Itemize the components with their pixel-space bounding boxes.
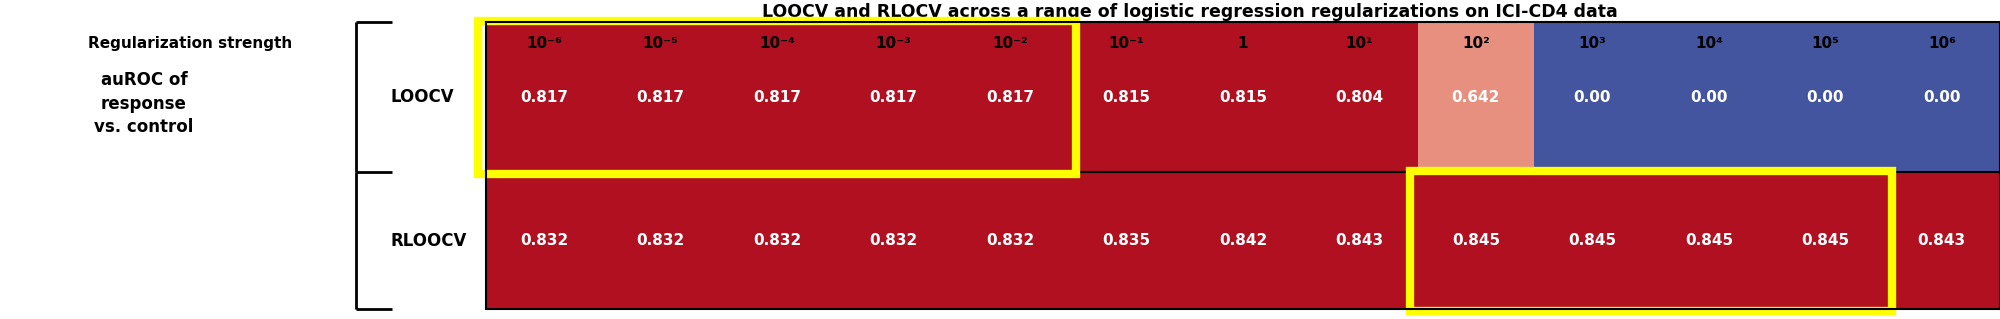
Bar [1068, 22, 1184, 172]
Bar [1302, 172, 1418, 309]
Text: 0.00: 0.00 [1924, 90, 1960, 105]
Text: 10⁻⁴: 10⁻⁴ [760, 35, 796, 51]
Bar [1184, 22, 1302, 172]
Bar [1418, 172, 1534, 309]
Text: 0.817: 0.817 [520, 90, 568, 105]
Text: 0.843: 0.843 [1336, 233, 1384, 249]
Text: 10⁶: 10⁶ [1928, 35, 1956, 51]
Text: 0.804: 0.804 [1336, 90, 1384, 105]
Text: 0.817: 0.817 [636, 90, 684, 105]
Bar [486, 22, 2000, 309]
Bar [718, 22, 836, 172]
Bar [1534, 22, 1650, 172]
Text: 0.00: 0.00 [1574, 90, 1612, 105]
Text: 10²: 10² [1462, 35, 1490, 51]
Text: 0.817: 0.817 [870, 90, 918, 105]
Text: 0.845: 0.845 [1802, 233, 1850, 249]
Text: 0.815: 0.815 [1220, 90, 1268, 105]
Bar [1884, 22, 2000, 172]
Bar [1650, 172, 1768, 309]
Bar [1768, 172, 1884, 309]
Bar [486, 22, 602, 172]
Text: auROC of
response
vs. control: auROC of response vs. control [94, 71, 194, 136]
Text: 10⁻⁶: 10⁻⁶ [526, 35, 562, 51]
Text: 0.817: 0.817 [754, 90, 802, 105]
Bar [602, 172, 718, 309]
Bar [952, 172, 1068, 309]
Text: 10⁻¹: 10⁻¹ [1108, 35, 1144, 51]
Text: 0.815: 0.815 [1102, 90, 1150, 105]
Text: 0.843: 0.843 [1918, 233, 1966, 249]
Bar [1768, 22, 1884, 172]
Text: 10⁴: 10⁴ [1694, 35, 1722, 51]
Bar [478, 21, 1076, 174]
Text: 0.845: 0.845 [1568, 233, 1616, 249]
Text: 0.842: 0.842 [1218, 233, 1268, 249]
Text: LOOCV: LOOCV [390, 88, 454, 106]
Text: RLOOCV: RLOOCV [390, 232, 466, 250]
Bar [1884, 172, 2000, 309]
Bar [1534, 172, 1650, 309]
Text: 0.832: 0.832 [520, 233, 568, 249]
Text: 10⁻²: 10⁻² [992, 35, 1028, 51]
Text: 0.832: 0.832 [754, 233, 802, 249]
Text: Regularization strength: Regularization strength [88, 35, 292, 51]
Text: 0.00: 0.00 [1806, 90, 1844, 105]
Bar [486, 172, 602, 309]
Text: 0.832: 0.832 [986, 233, 1034, 249]
Text: 10³: 10³ [1578, 35, 1606, 51]
Text: 1: 1 [1238, 35, 1248, 51]
Bar [1418, 22, 1534, 172]
Text: 0.642: 0.642 [1452, 90, 1500, 105]
Text: 0.817: 0.817 [986, 90, 1034, 105]
Text: 0.00: 0.00 [1690, 90, 1728, 105]
Bar [952, 22, 1068, 172]
Bar [836, 22, 952, 172]
Text: 0.845: 0.845 [1684, 233, 1732, 249]
Text: 10⁻⁵: 10⁻⁵ [642, 35, 678, 51]
Bar [1650, 22, 1768, 172]
Bar [1410, 171, 1892, 311]
Bar [836, 172, 952, 309]
Text: 0.835: 0.835 [1102, 233, 1150, 249]
Bar [1302, 22, 1418, 172]
Bar [1184, 172, 1302, 309]
Bar [602, 22, 718, 172]
Bar [1068, 172, 1184, 309]
Text: LOOCV and RLOCV across a range of logistic regression regularizations on ICI-CD4: LOOCV and RLOCV across a range of logist… [762, 3, 1618, 21]
Bar [718, 172, 836, 309]
Text: 0.832: 0.832 [636, 233, 684, 249]
Text: 0.832: 0.832 [870, 233, 918, 249]
Text: 10⁻³: 10⁻³ [876, 35, 912, 51]
Text: 10⁵: 10⁵ [1812, 35, 1840, 51]
Text: 10¹: 10¹ [1346, 35, 1374, 51]
Text: 0.845: 0.845 [1452, 233, 1500, 249]
